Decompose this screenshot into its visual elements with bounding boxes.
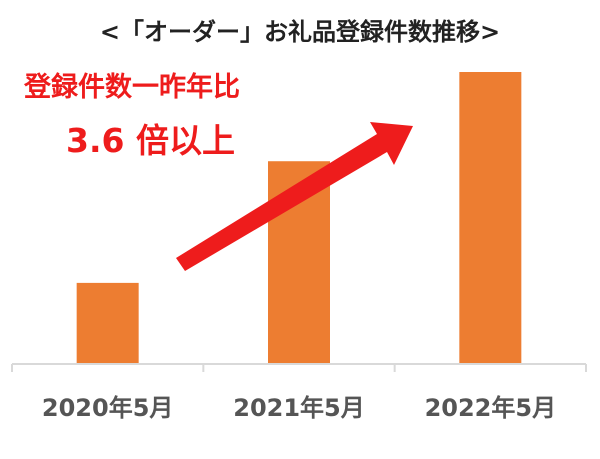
annotation-line2: 3.6 倍以上 <box>66 121 235 160</box>
x-axis-ticks <box>11 364 587 372</box>
bar-1 <box>76 282 139 364</box>
bars-layer <box>76 72 522 364</box>
chart-title: <「オーダー」お礼品登録件数推移> <box>100 18 500 46</box>
x-tick-label: 2021年5月 <box>233 394 365 422</box>
x-tick-labels: 2020年5月 2021年5月 2022年5月 <box>42 394 556 422</box>
x-tick-label: 2022年5月 <box>425 394 557 422</box>
trend-arrow-icon <box>176 122 413 271</box>
annotation-line1: 登録件数一昨年比 <box>23 71 240 103</box>
x-tick-label: 2020年5月 <box>42 394 174 422</box>
bar-3 <box>459 72 522 364</box>
